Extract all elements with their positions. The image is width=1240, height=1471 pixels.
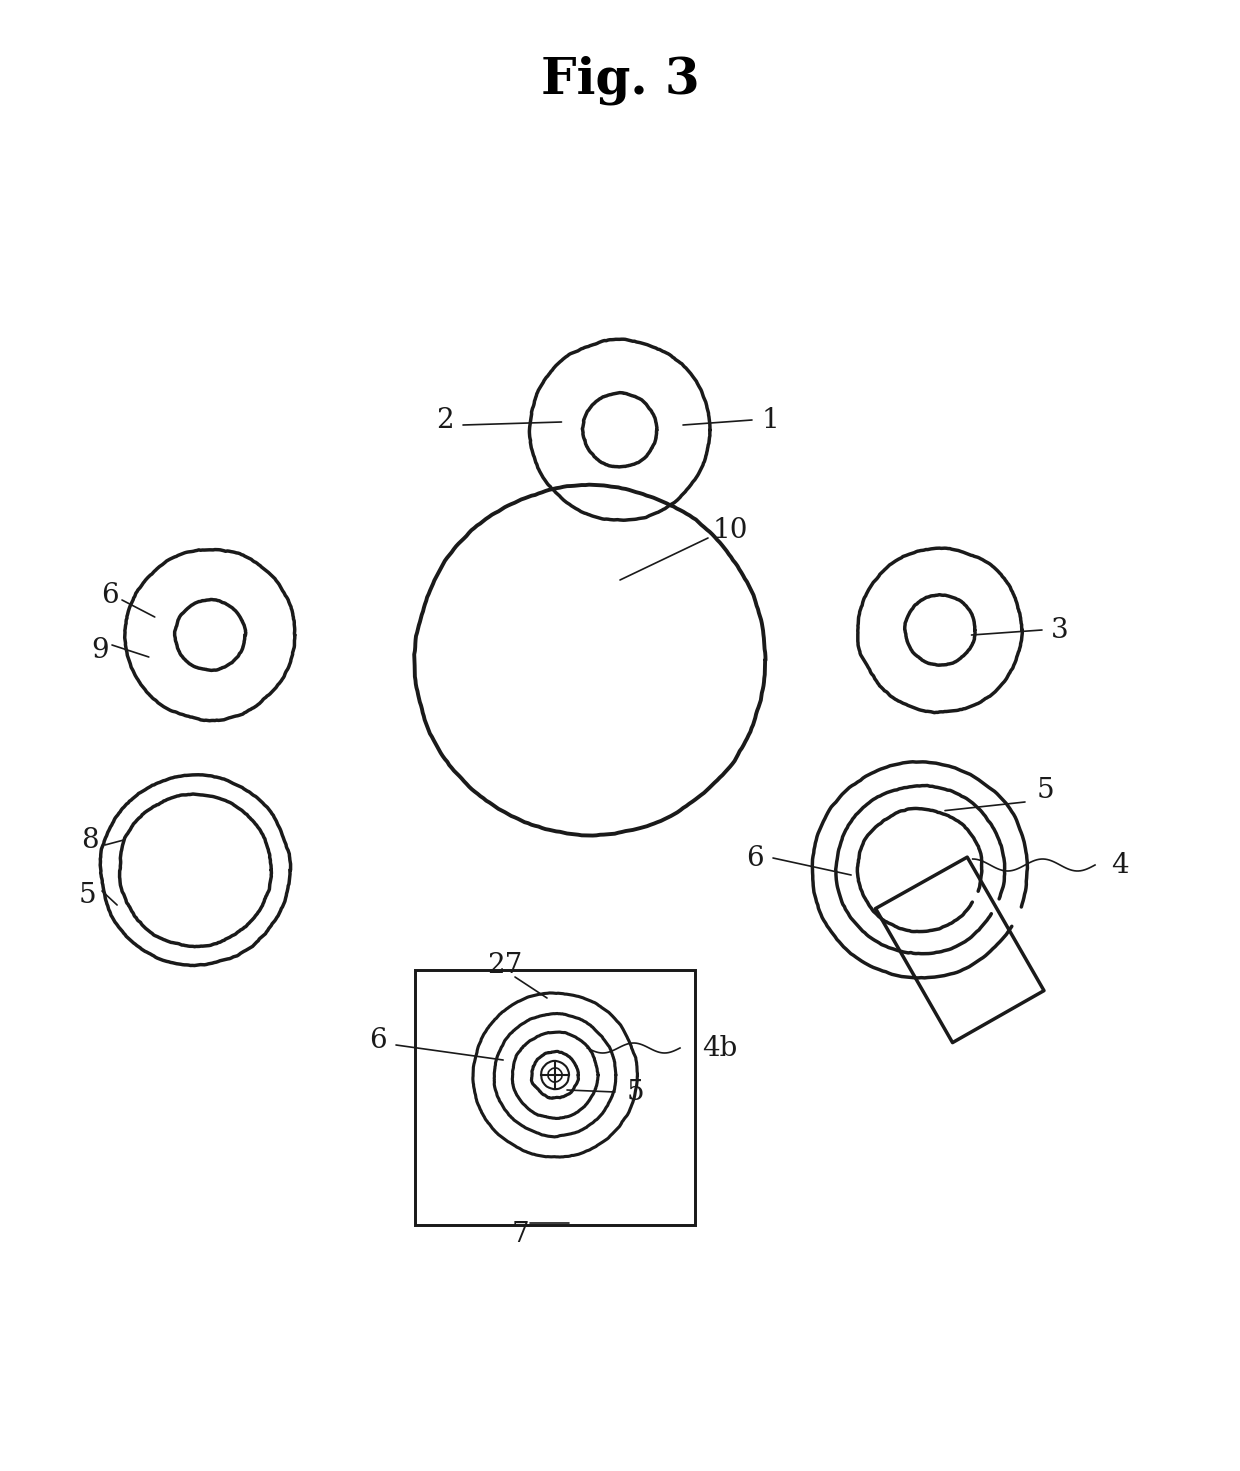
Text: 10: 10: [712, 516, 748, 543]
Text: 5: 5: [1037, 777, 1054, 803]
Text: 6: 6: [746, 844, 764, 871]
Text: 8: 8: [81, 827, 99, 853]
Text: 5: 5: [78, 881, 95, 909]
Text: 2: 2: [436, 406, 454, 434]
Text: Fig. 3: Fig. 3: [541, 56, 699, 104]
Text: 5: 5: [626, 1078, 644, 1106]
Text: 4: 4: [1111, 852, 1128, 878]
Text: 4b: 4b: [702, 1034, 738, 1062]
Bar: [415, 969, 694, 1225]
Text: 7: 7: [511, 1221, 529, 1249]
Text: 27: 27: [487, 952, 523, 978]
Text: 6: 6: [102, 581, 119, 609]
Text: 9: 9: [92, 637, 109, 663]
Text: 1: 1: [761, 406, 779, 434]
Text: 6: 6: [370, 1027, 387, 1053]
Text: 3: 3: [1052, 616, 1069, 643]
